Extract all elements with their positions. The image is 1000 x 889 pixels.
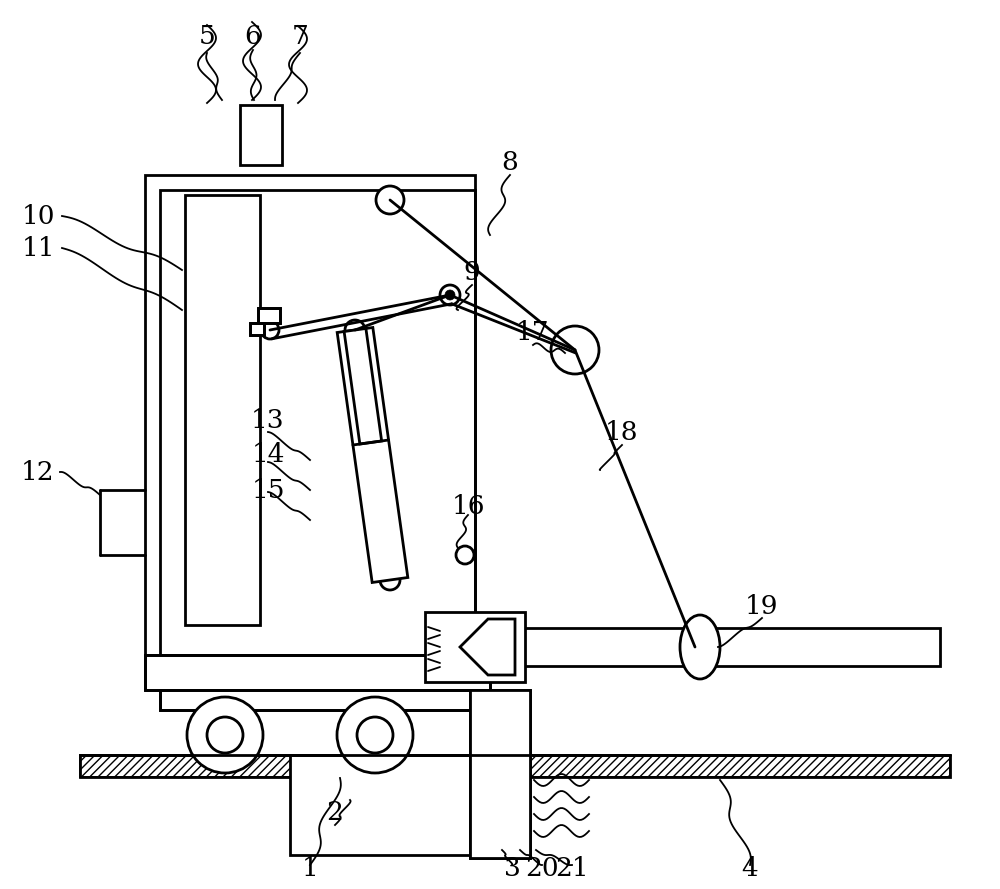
Text: 3: 3 xyxy=(504,855,520,880)
Bar xyxy=(145,175,475,655)
Text: 17: 17 xyxy=(516,319,550,345)
Bar xyxy=(250,323,264,335)
Bar xyxy=(290,755,475,855)
Ellipse shape xyxy=(680,615,720,679)
Text: 13: 13 xyxy=(251,407,285,433)
Polygon shape xyxy=(337,327,408,582)
Text: 5: 5 xyxy=(199,23,215,49)
Text: 20: 20 xyxy=(525,855,559,880)
Bar xyxy=(240,105,282,165)
Text: 19: 19 xyxy=(745,595,779,620)
Text: 1: 1 xyxy=(302,855,318,880)
Bar xyxy=(160,690,475,710)
Circle shape xyxy=(337,697,413,773)
Text: 15: 15 xyxy=(251,477,285,502)
Text: 18: 18 xyxy=(605,420,639,444)
Text: 12: 12 xyxy=(21,460,55,485)
Text: 11: 11 xyxy=(21,236,55,260)
Bar xyxy=(250,323,264,335)
Bar xyxy=(425,612,525,682)
Bar xyxy=(258,308,280,323)
Circle shape xyxy=(187,697,263,773)
Text: 21: 21 xyxy=(555,855,589,880)
Bar xyxy=(290,755,475,855)
Text: 8: 8 xyxy=(502,149,518,174)
Text: 9: 9 xyxy=(464,260,480,284)
Circle shape xyxy=(207,717,243,753)
Polygon shape xyxy=(460,619,515,675)
Bar xyxy=(470,690,530,858)
Text: 10: 10 xyxy=(21,204,55,228)
Bar xyxy=(450,628,940,666)
Bar xyxy=(185,195,260,625)
Bar xyxy=(160,190,475,655)
Bar xyxy=(160,690,475,710)
Bar xyxy=(80,755,950,777)
Circle shape xyxy=(445,290,455,300)
Text: 6: 6 xyxy=(245,23,261,49)
Circle shape xyxy=(551,326,599,374)
Circle shape xyxy=(261,321,279,339)
Polygon shape xyxy=(344,328,382,444)
Text: 16: 16 xyxy=(451,493,485,518)
Bar xyxy=(470,690,530,858)
Text: 7: 7 xyxy=(292,23,308,49)
Bar xyxy=(470,690,530,858)
Bar xyxy=(185,195,260,625)
Text: 2: 2 xyxy=(327,799,343,824)
Bar xyxy=(145,655,490,690)
Circle shape xyxy=(376,186,404,214)
Text: 4: 4 xyxy=(742,855,758,880)
Circle shape xyxy=(345,320,365,340)
Circle shape xyxy=(440,285,460,305)
Bar xyxy=(240,105,282,165)
Bar xyxy=(258,308,280,323)
Bar xyxy=(145,655,490,690)
Circle shape xyxy=(456,546,474,564)
Bar xyxy=(80,755,950,777)
Text: 14: 14 xyxy=(251,443,285,468)
Circle shape xyxy=(357,717,393,753)
Circle shape xyxy=(380,570,400,590)
